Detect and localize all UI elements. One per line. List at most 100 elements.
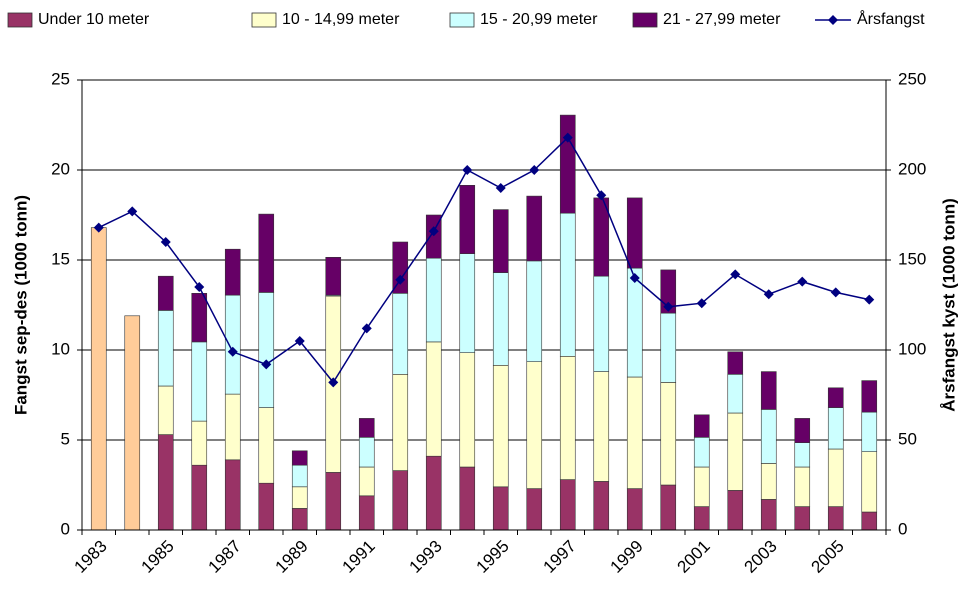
bar-segment <box>861 380 878 413</box>
y-tick-label: 10 <box>51 339 70 358</box>
bar-segment <box>459 253 476 353</box>
bar-segment <box>626 197 643 269</box>
x-tick-label: 1983 <box>71 537 111 577</box>
line-marker <box>529 165 540 175</box>
bar-segment <box>794 466 811 507</box>
bar-segment <box>559 355 576 480</box>
line-marker <box>93 222 104 233</box>
bar-segment <box>559 212 576 357</box>
y-tick-label: 25 <box>51 69 70 88</box>
legend-swatch <box>632 12 658 28</box>
bar-segment <box>760 409 777 464</box>
bar-segment <box>459 352 476 468</box>
bar-segment <box>291 464 308 488</box>
bar-segment <box>693 506 710 531</box>
bar-segment <box>626 488 643 531</box>
bar-segment <box>660 382 677 486</box>
line-marker <box>830 287 841 298</box>
x-tick-label: 1997 <box>540 537 580 577</box>
bar-segment <box>693 414 710 438</box>
legend-label: 10 - 14,99 meter <box>282 11 400 28</box>
bar-segment <box>526 361 543 489</box>
x-tick-label: 1995 <box>473 537 513 577</box>
bar-segment <box>358 436 375 468</box>
bar-segment <box>861 511 878 531</box>
x-tick-label: 1991 <box>339 537 379 577</box>
bar-segment <box>191 341 208 422</box>
bar-segment <box>693 466 710 507</box>
line-marker <box>395 274 406 285</box>
bar-segment <box>593 481 610 531</box>
x-tick-label: 2003 <box>741 537 781 577</box>
x-tick-label: 2005 <box>808 537 848 577</box>
bar-segment <box>526 260 543 362</box>
x-tick-label: 1985 <box>138 537 178 577</box>
line-marker <box>730 269 741 280</box>
bar-segment <box>358 466 375 497</box>
bar-segment <box>626 376 643 489</box>
bar-segment <box>392 470 409 531</box>
legend-marker <box>828 15 838 25</box>
bar-segment <box>660 312 677 383</box>
y-tick-label: 0 <box>61 519 70 538</box>
x-tick-label: 1999 <box>607 537 647 577</box>
line-marker <box>797 276 808 287</box>
bar-segment <box>157 434 174 531</box>
bar-segment <box>157 310 174 387</box>
legend-label: Under 10 meter <box>38 11 150 28</box>
line-marker <box>663 301 674 312</box>
bar-segment <box>827 407 844 450</box>
line-marker <box>328 377 339 388</box>
bar-segment <box>827 448 844 507</box>
x-tick-label: 1987 <box>205 537 245 577</box>
line-marker <box>763 289 774 300</box>
bar-segment <box>392 373 409 471</box>
bar-segment <box>492 486 509 531</box>
bar-segment <box>794 506 811 531</box>
bar-segment <box>626 267 643 378</box>
bar-segment <box>191 292 208 343</box>
bar-segment <box>660 484 677 531</box>
legend-label: 21 - 27,99 meter <box>663 11 781 28</box>
bar-segment <box>794 418 811 443</box>
bar-segment <box>727 490 744 531</box>
bar-segment <box>358 418 375 438</box>
bar-segment <box>291 508 308 531</box>
bar-segment <box>459 185 476 255</box>
bar-segment <box>459 466 476 531</box>
bar-segment <box>727 412 744 491</box>
bar-segment <box>492 272 509 366</box>
line <box>98 136 870 384</box>
bar-segment <box>258 482 275 531</box>
bar-segment <box>559 479 576 531</box>
bar-segment <box>157 385 174 435</box>
line-marker <box>127 206 138 217</box>
bar-segment <box>660 269 677 314</box>
line-marker <box>160 237 171 247</box>
bar-segment <box>224 393 241 461</box>
line-marker <box>261 359 272 370</box>
y-tick-label: 20 <box>51 159 70 178</box>
bar-segment <box>224 294 241 395</box>
line-marker <box>495 183 506 193</box>
bar-segment <box>425 455 442 531</box>
y2-tick-label: 150 <box>898 249 926 268</box>
bar-segment <box>492 209 509 273</box>
y2-tick-label: 50 <box>898 429 917 448</box>
bar-segment <box>827 387 844 408</box>
bar-segment <box>124 315 141 531</box>
bar-segment <box>392 241 409 294</box>
bar-segment <box>258 292 275 408</box>
bar-segment <box>325 472 342 531</box>
y-axis-label: Fangst sep-des (1000 tonn) <box>11 195 30 415</box>
bar-segment <box>90 227 107 531</box>
y-tick-label: 5 <box>61 429 70 448</box>
bar-segment <box>157 275 174 311</box>
line-marker <box>696 298 707 309</box>
line-marker <box>428 226 439 237</box>
line-marker <box>864 294 875 305</box>
bar-segment <box>727 373 744 414</box>
bar-segment <box>325 256 342 296</box>
bar-segment <box>593 275 610 372</box>
